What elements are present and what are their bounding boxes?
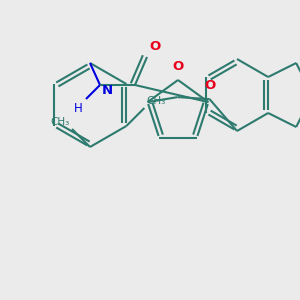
Text: CH₃: CH₃ <box>146 96 166 106</box>
Text: O: O <box>149 40 160 53</box>
Text: O: O <box>172 60 184 73</box>
Text: H: H <box>74 102 83 115</box>
Text: CH₃: CH₃ <box>51 117 70 127</box>
Text: N: N <box>102 84 113 97</box>
Text: O: O <box>204 79 215 92</box>
